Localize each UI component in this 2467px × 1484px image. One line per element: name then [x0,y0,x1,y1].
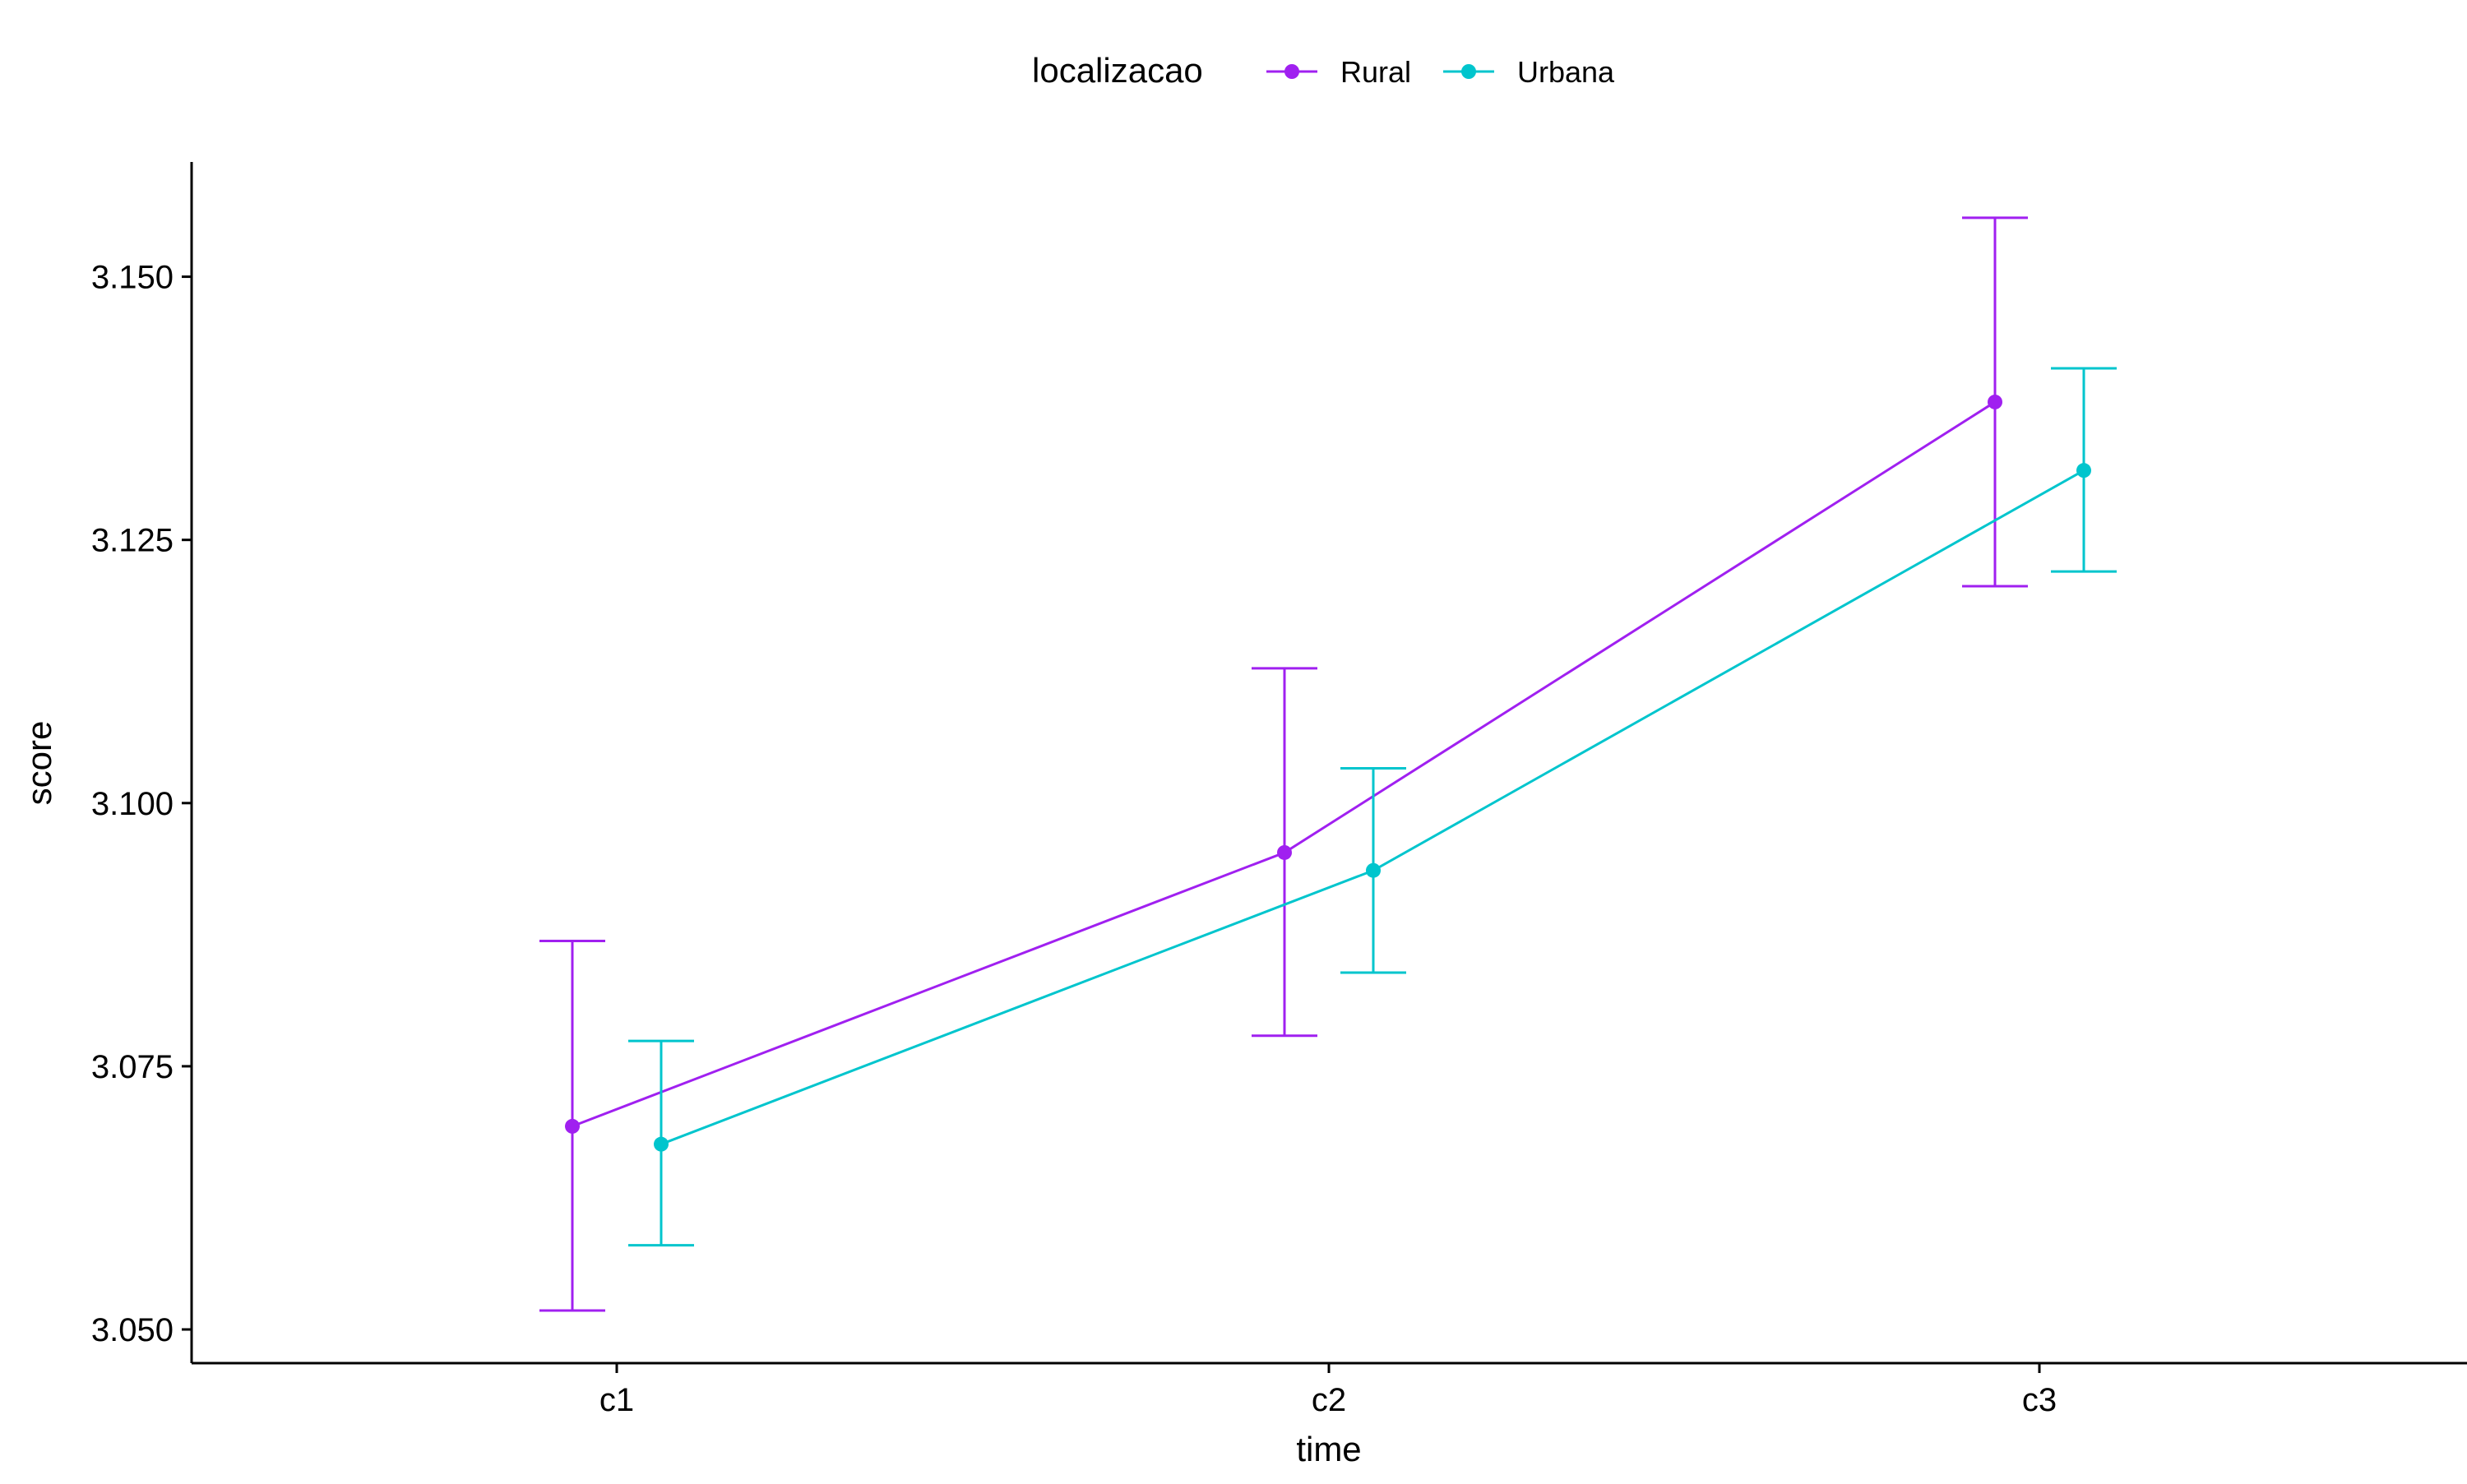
data-point [1988,394,2002,409]
data-point [1277,844,1292,860]
data-point [654,1136,669,1152]
y-tick-label: 3.100 [91,786,174,822]
legend-key-point [1461,64,1476,79]
legend-key-point [1284,64,1299,79]
y-tick-label: 3.150 [91,260,174,296]
legend-label: Urbana [1517,55,1615,89]
x-axis-label: time [1296,1430,1361,1468]
data-point [565,1118,580,1134]
y-tick-label: 3.125 [91,523,174,559]
legend-title: localizacao [1032,51,1203,90]
y-tick-label: 3.075 [91,1049,174,1085]
x-tick-label: c2 [1312,1382,1346,1418]
axes: time score 3.050 3.075 3.100 3.125 3.150 c1 c2… [20,162,2467,1468]
y-tick-label: 3.050 [91,1312,174,1348]
plot-area [539,216,2117,1312]
y-axis-label: score [20,721,58,806]
legend-label: Rural [1340,55,1411,89]
data-point [1366,862,1381,878]
legend: localizacao Rural Urbana [1032,51,1615,90]
x-tick-label: c1 [599,1382,634,1418]
x-tick-label: c3 [2022,1382,2057,1418]
data-point [2076,463,2091,478]
